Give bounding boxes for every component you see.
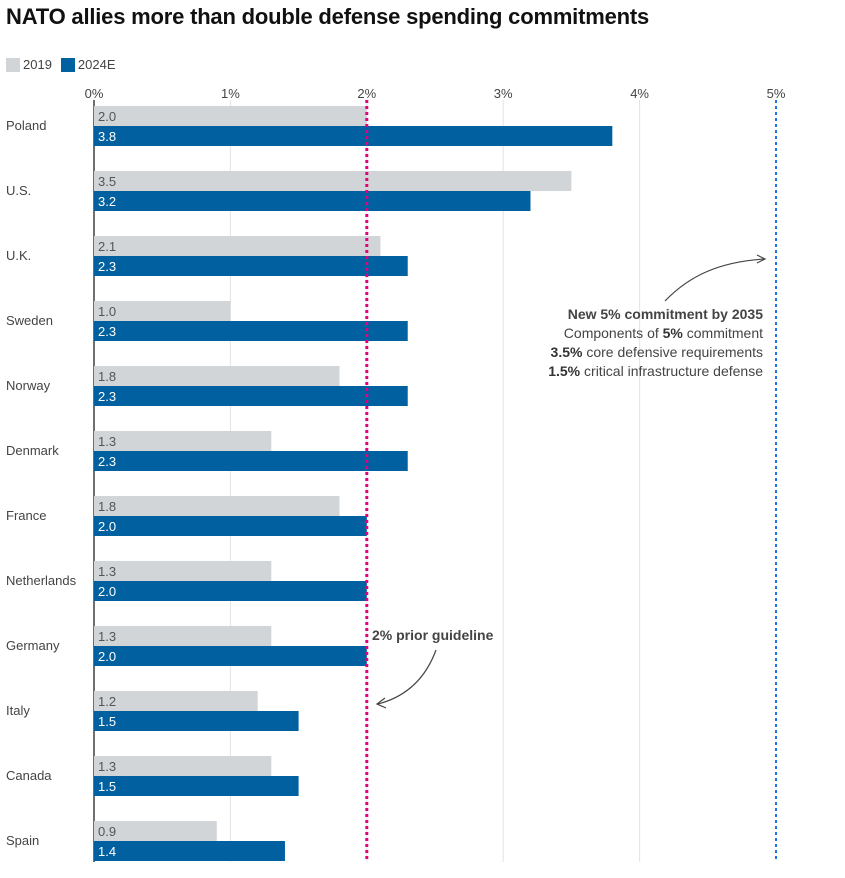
x-tick-label: 3%: [494, 86, 513, 101]
category-label: Sweden: [6, 313, 53, 328]
bar-value-label: 1.5: [98, 714, 116, 729]
bar-value-label: 2.0: [98, 649, 116, 664]
bar-value-label: 2.3: [98, 324, 116, 339]
bar-2024e: [94, 841, 285, 861]
bar-2019: [94, 496, 340, 516]
bar-value-label: 1.0: [98, 304, 116, 319]
bar-2019: [94, 431, 272, 451]
bar-2019: [94, 106, 367, 126]
category-label: Norway: [6, 378, 51, 393]
bar-value-label: 3.5: [98, 174, 116, 189]
bar-2019: [94, 171, 572, 191]
x-tick-label: 4%: [630, 86, 649, 101]
commitment-components: Components of 5% commitment 3.5% core def…: [548, 325, 763, 379]
bar-value-label: 2.3: [98, 259, 116, 274]
x-tick-label: 2%: [357, 86, 376, 101]
commitment-arrow: [664, 258, 765, 302]
bar-2019: [94, 626, 272, 646]
x-axis-ticks: 0% 1% 2% 3% 4% 5%: [85, 86, 786, 101]
bar-2019: [94, 756, 272, 776]
category-label: Poland: [6, 118, 46, 133]
category-label: Spain: [6, 833, 39, 848]
x-tick-label: 5%: [767, 86, 786, 101]
bar-2019: [94, 301, 231, 321]
bar-2024e: [94, 516, 367, 536]
guideline-arrow: [377, 649, 437, 705]
bar-value-label: 2.0: [98, 584, 116, 599]
commitment-heading: New 5% commitment by 2035: [568, 306, 764, 322]
bar-2024e: [94, 711, 299, 731]
category-label: U.K.: [6, 248, 31, 263]
bar-value-label: 1.3: [98, 759, 116, 774]
bar-2019: [94, 366, 340, 386]
legend-label-2019: 2019: [23, 57, 52, 72]
bar-2019: [94, 821, 217, 841]
bar-value-label: 0.9: [98, 824, 116, 839]
category-label: Germany: [6, 638, 60, 653]
annotations: 2% prior guideline New 5% commitment by …: [372, 254, 767, 709]
bar-2024e: [94, 321, 408, 341]
reference-lines: [365, 100, 777, 862]
bar-2024e: [94, 126, 613, 146]
bar-2019: [94, 561, 272, 581]
bar-value-label: 2.0: [98, 109, 116, 124]
category-label: Netherlands: [6, 573, 77, 588]
legend-item-2019: 2019: [6, 57, 52, 72]
commitment-component-line: 3.5% core defensive requirements: [551, 344, 763, 360]
bar-value-label: 2.3: [98, 454, 116, 469]
category-label: France: [6, 508, 46, 523]
bar-value-label: 2.3: [98, 389, 116, 404]
bar-value-label: 1.3: [98, 434, 116, 449]
bar-2024e: [94, 256, 408, 276]
category-label: U.S.: [6, 183, 31, 198]
x-tick-label: 0%: [85, 86, 104, 101]
commitment-arrowhead-icon: [756, 254, 767, 264]
category-label: Canada: [6, 768, 52, 783]
x-tick-label: 1%: [221, 86, 240, 101]
commitment-component-line: 1.5% critical infrastructure defense: [548, 363, 763, 379]
bar-value-label: 1.3: [98, 564, 116, 579]
bars: 2.0 3.8 3.5 3.2 2.1 2.3 1.0 2.3 1.8 2.3 1.3 2.3 1.8 2…: [94, 106, 613, 861]
legend-item-2024e: 2024E: [60, 57, 116, 72]
bar-value-label: 1.8: [98, 369, 116, 384]
legend: 2019 2024E: [6, 57, 125, 72]
bar-2024e: [94, 191, 531, 211]
guideline-annotation: 2% prior guideline: [372, 627, 494, 643]
bar-value-label: 1.3: [98, 629, 116, 644]
bar-2024e: [94, 646, 367, 666]
bar-value-label: 1.4: [98, 844, 116, 859]
legend-swatch-2019: [6, 57, 20, 72]
guideline-arrowhead-icon: [375, 697, 387, 709]
bar-2024e: [94, 776, 299, 796]
bar-2024e: [94, 581, 367, 601]
bar-value-label: 1.5: [98, 779, 116, 794]
bar-value-label: 2.0: [98, 519, 116, 534]
bar-2019: [94, 691, 258, 711]
bar-value-label: 1.8: [98, 499, 116, 514]
chart-title: NATO allies more than double defense spe…: [6, 4, 650, 29]
category-label: Denmark: [6, 443, 59, 458]
bar-2019: [94, 236, 381, 256]
bar-value-label: 3.8: [98, 129, 116, 144]
bar-2024e: [94, 451, 408, 471]
legend-label-2024e: 2024E: [77, 57, 116, 72]
bar-value-label: 3.2: [98, 194, 116, 209]
bar-value-label: 2.1: [98, 239, 116, 254]
category-label: Italy: [6, 703, 30, 718]
bar-value-label: 1.2: [98, 694, 116, 709]
legend-swatch-2024e: [60, 57, 75, 72]
category-labels: Poland U.S. U.K. Sweden Norway Denmark France N…: [6, 118, 77, 848]
commitment-component-line: Components of 5% commitment: [564, 325, 763, 341]
bar-2024e: [94, 386, 408, 406]
